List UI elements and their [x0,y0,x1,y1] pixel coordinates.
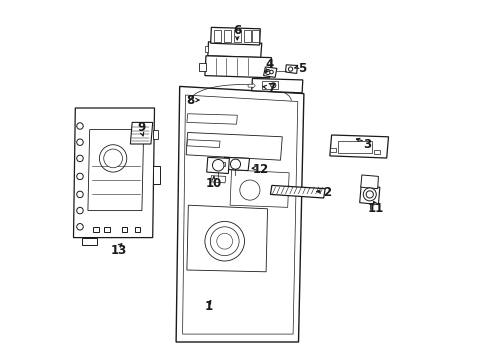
Polygon shape [210,27,260,45]
Bar [122,227,127,232]
Text: 11: 11 [367,202,383,215]
Polygon shape [88,130,143,211]
Bar [337,141,371,153]
Circle shape [270,83,275,88]
Circle shape [77,139,83,145]
Text: 10: 10 [205,177,222,190]
Circle shape [269,70,273,74]
Bar [244,30,250,42]
Bar [104,227,109,232]
Polygon shape [251,78,302,93]
Polygon shape [186,205,267,272]
Circle shape [77,207,83,214]
Text: 4: 4 [265,58,273,71]
Circle shape [239,180,260,200]
Text: 6: 6 [233,24,241,37]
Bar [233,30,241,42]
Polygon shape [152,130,158,139]
Circle shape [366,191,373,198]
Circle shape [204,221,244,261]
Polygon shape [152,166,160,184]
Polygon shape [186,114,237,124]
Polygon shape [263,67,276,77]
Polygon shape [176,86,303,342]
Polygon shape [186,132,282,160]
Circle shape [288,67,292,71]
Circle shape [77,191,83,198]
Polygon shape [204,56,271,78]
Text: 12: 12 [252,163,268,176]
Text: 13: 13 [110,244,126,257]
Text: 8: 8 [186,94,194,107]
Polygon shape [221,162,224,166]
Circle shape [103,149,122,168]
Bar [134,227,140,232]
Circle shape [77,155,83,162]
Text: 9: 9 [138,121,146,134]
Circle shape [77,224,83,230]
Polygon shape [329,148,336,152]
Circle shape [99,145,126,172]
Polygon shape [182,95,297,334]
Polygon shape [130,122,152,144]
Circle shape [363,188,375,201]
Polygon shape [285,65,297,73]
Bar [251,30,258,42]
Text: 7: 7 [267,82,275,95]
Text: 3: 3 [362,138,370,150]
Polygon shape [206,157,229,174]
Text: 2: 2 [323,186,331,199]
Circle shape [77,123,83,129]
Polygon shape [73,108,154,238]
Polygon shape [247,83,255,88]
Bar [213,30,221,42]
Polygon shape [207,42,261,58]
Circle shape [77,173,83,180]
Text: 5: 5 [297,62,305,75]
Circle shape [230,159,240,169]
Bar [93,227,99,232]
Circle shape [216,233,232,249]
Polygon shape [199,63,205,71]
Polygon shape [360,175,378,189]
Polygon shape [210,176,225,183]
Polygon shape [329,135,387,158]
Circle shape [212,159,224,171]
Circle shape [265,69,270,75]
Bar [224,30,231,42]
Polygon shape [223,157,249,171]
Polygon shape [373,150,379,154]
Polygon shape [359,186,379,204]
Bar [261,81,277,89]
Text: 1: 1 [204,300,212,313]
Polygon shape [186,140,220,148]
Circle shape [210,227,239,256]
Polygon shape [204,46,208,52]
Polygon shape [270,185,325,198]
Polygon shape [230,170,288,207]
Polygon shape [81,238,97,245]
